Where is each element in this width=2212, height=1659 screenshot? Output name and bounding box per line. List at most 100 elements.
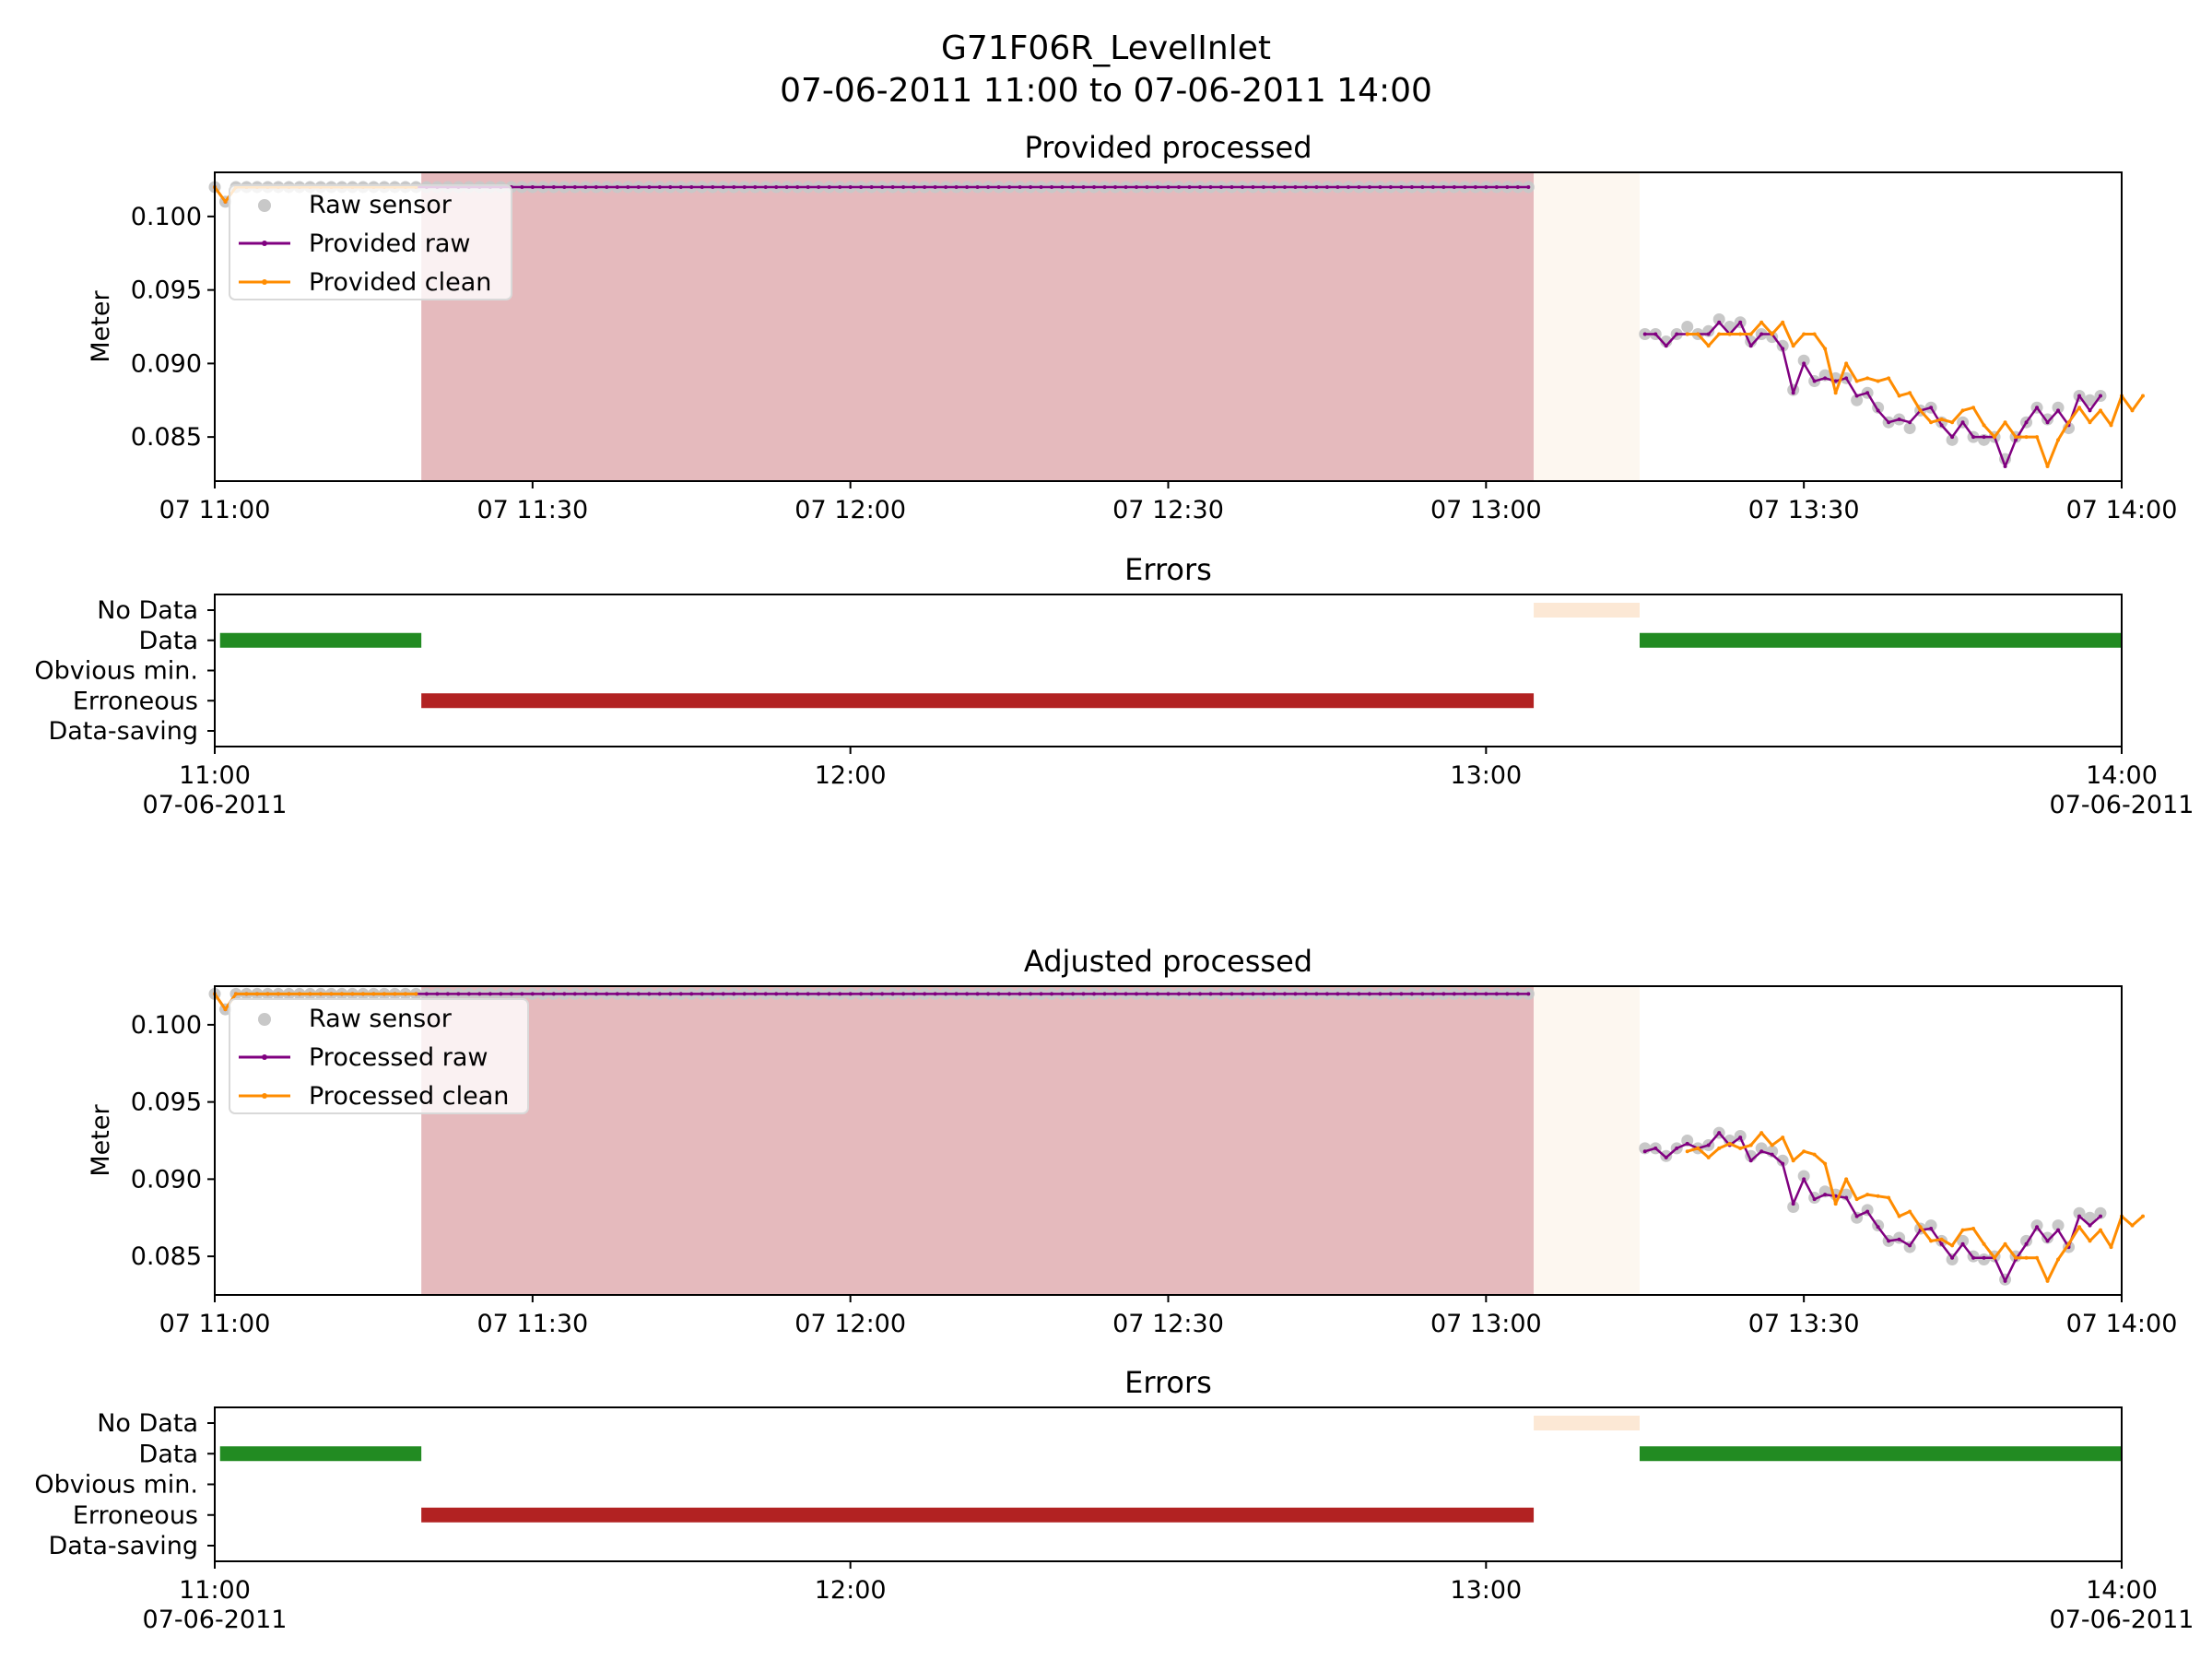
raw-series-point xyxy=(1844,1195,1849,1200)
clean-series-point xyxy=(1993,1255,1997,1260)
raw-series-point xyxy=(965,184,970,189)
clean-series-point xyxy=(1960,408,1965,413)
raw-series-point xyxy=(1166,184,1171,189)
clean-series-point xyxy=(1854,1197,1859,1202)
raw-series-point xyxy=(1293,184,1298,189)
clean-series-point xyxy=(1770,1143,1774,1147)
clean-series-point xyxy=(403,992,407,996)
raw-series-point xyxy=(1324,992,1329,996)
raw-series-point xyxy=(933,184,937,189)
raw-series-point xyxy=(1388,992,1393,996)
raw-series-point xyxy=(1960,1241,1965,1246)
clean-series-point xyxy=(2077,406,2082,410)
timeline-segment-data xyxy=(1640,632,2122,648)
raw-series-point xyxy=(1717,320,1722,324)
clean-series-point xyxy=(308,992,312,996)
raw-series-point xyxy=(838,184,842,189)
raw-series-point xyxy=(1950,435,1955,440)
raw-series-point xyxy=(1102,184,1107,189)
timeline-segment-data xyxy=(1640,1446,2122,1462)
x-tick-label: 07 11:30 xyxy=(477,496,588,524)
raw-series-point xyxy=(817,992,821,996)
clean-series-point xyxy=(2056,438,2061,442)
raw-series-point xyxy=(711,184,715,189)
clean-series-point xyxy=(1759,1131,1764,1135)
raw-series-point xyxy=(1272,184,1277,189)
clean-series-line xyxy=(1687,1131,2144,1283)
raw-series-point xyxy=(1526,184,1531,189)
raw-series-point xyxy=(1039,992,1043,996)
raw-series-point xyxy=(975,992,980,996)
clean-series-point xyxy=(1982,1241,1986,1246)
raw-series-point xyxy=(551,184,556,189)
x-tick-label: 07 12:30 xyxy=(1112,1310,1224,1338)
raw-series-point xyxy=(1770,1152,1774,1157)
raw-series-point xyxy=(901,184,906,189)
figure-subtitle: 07-06-2011 11:00 to 07-06-2011 14:00 xyxy=(780,72,1432,110)
raw-series-point xyxy=(1208,992,1213,996)
x-tick-label: 07 14:00 xyxy=(2066,1310,2178,1338)
raw-series-point xyxy=(1388,184,1393,189)
raw-series-point xyxy=(784,184,789,189)
x-tick-label: 13:00 xyxy=(1450,1576,1522,1605)
raw-series-point xyxy=(1261,992,1265,996)
raw-series-point xyxy=(753,184,758,189)
clean-series-point xyxy=(393,992,397,996)
raw-series-point xyxy=(1971,1255,1976,1260)
raw-series-point xyxy=(1748,1159,1753,1163)
clean-series-point xyxy=(233,992,238,996)
x-tick-label: 14:00 xyxy=(2086,1576,2158,1605)
raw-series-point xyxy=(1060,992,1065,996)
raw-series-point xyxy=(1357,184,1361,189)
raw-series-point xyxy=(1272,992,1277,996)
clean-series-point xyxy=(1865,1193,1870,1197)
raw-series-point xyxy=(1135,184,1139,189)
clean-series-point xyxy=(1748,1143,1753,1147)
timeline-segment-no-data xyxy=(1534,603,1641,618)
raw-series-point xyxy=(615,992,619,996)
raw-series-point xyxy=(520,992,524,996)
clean-series-point xyxy=(1929,420,1934,425)
clean-series-point xyxy=(318,992,323,996)
raw-series-point xyxy=(1526,992,1531,996)
raw-series-point xyxy=(657,992,662,996)
raw-series-point xyxy=(2099,394,2103,398)
raw-series-point xyxy=(848,184,853,189)
raw-series-point xyxy=(859,184,864,189)
raw-series-point xyxy=(1081,992,1086,996)
raw-sensor-point xyxy=(2084,1211,2097,1224)
clean-series-point xyxy=(1876,379,1880,383)
erroneous-span xyxy=(421,986,1535,1295)
raw-series-point xyxy=(827,184,831,189)
clean-series-point xyxy=(350,992,355,996)
raw-series-point xyxy=(1050,992,1054,996)
y-tick-label: 0.090 xyxy=(131,1165,202,1194)
raw-series-point xyxy=(2056,1228,2061,1232)
legend: Raw sensor Provided raw Provided clean xyxy=(229,184,512,300)
raw-series-point xyxy=(1929,1226,1934,1230)
clean-series-point xyxy=(2088,420,2092,425)
raw-sensor-point xyxy=(1787,1201,1800,1214)
clean-series-line xyxy=(1687,321,2145,468)
raw-series-point xyxy=(1102,992,1107,996)
raw-series-point xyxy=(732,184,736,189)
raw-series-point xyxy=(721,184,725,189)
raw-series-point xyxy=(1335,992,1340,996)
legend-marker-clean-dot xyxy=(262,279,267,285)
raw-sensor-point xyxy=(1797,354,1810,367)
y-tick-label: 0.085 xyxy=(131,1242,202,1271)
clean-series-point xyxy=(2003,420,2007,425)
raw-series-point xyxy=(594,992,598,996)
raw-series-point xyxy=(732,992,736,996)
raw-series-point xyxy=(647,992,652,996)
raw-series-point xyxy=(1653,1146,1658,1150)
clean-series-point xyxy=(1738,1146,1743,1150)
raw-sensor-point xyxy=(1681,321,1694,333)
raw-series-point xyxy=(520,184,524,189)
raw-series-point xyxy=(445,992,450,996)
clean-series-point xyxy=(2130,408,2135,413)
legend-box xyxy=(229,998,529,1114)
raw-series-point xyxy=(2077,394,2082,398)
raw-series-point xyxy=(711,992,715,996)
